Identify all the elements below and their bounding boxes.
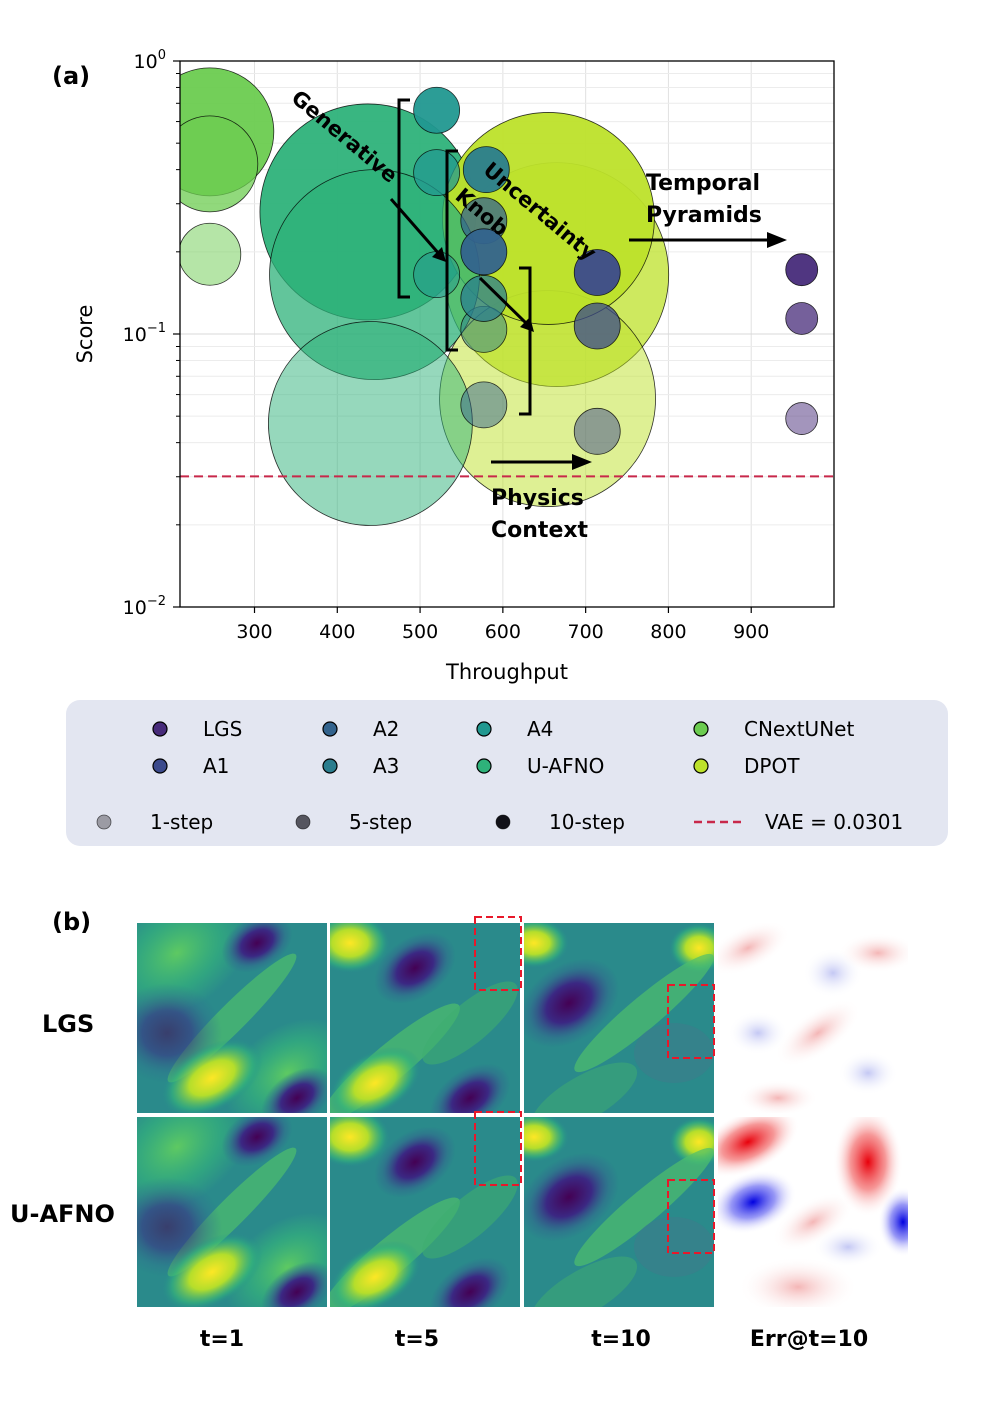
generative-bracket xyxy=(397,98,410,299)
legend-label-u-afno: U-AFNO xyxy=(527,754,604,778)
legend: LGS A2 A4 CNextUNet A1 A3 U-AFNO DPOT 1-step 5-st… xyxy=(66,700,948,846)
highlight-box-uafno-t5 xyxy=(474,1111,522,1186)
bubble-a2-1-step xyxy=(460,381,508,429)
legend-marker-a3 xyxy=(322,758,338,774)
column-label-t10: t=10 xyxy=(591,1327,651,1352)
legend-marker-a2 xyxy=(322,721,338,737)
legend-label-a3: A3 xyxy=(373,754,399,778)
y-tick-label: 10−2 xyxy=(123,594,166,619)
knob-bracket xyxy=(445,149,458,352)
x-tick-label: 300 xyxy=(236,621,272,643)
panel-a-label: (a) xyxy=(52,62,90,90)
legend-box xyxy=(66,700,948,846)
bubble-cnextunet-5-step xyxy=(180,115,259,213)
bubble-cnextunet-1-step xyxy=(180,222,242,286)
bubble-a3-10-step xyxy=(462,146,510,194)
x-tick-label: 800 xyxy=(650,621,686,643)
axes: 300 400 500 600 700 800 900 10−2 10−1 100 xyxy=(123,48,770,643)
legend-label-a2: A2 xyxy=(373,717,399,741)
legend-marker-1-step xyxy=(96,814,112,830)
legend-label-10-step: 10-step xyxy=(549,810,625,834)
legend-marker-lgs xyxy=(152,721,168,737)
legend-marker-5-step xyxy=(295,814,311,830)
field-row-lgs xyxy=(137,923,908,1113)
knob-arrow xyxy=(478,276,530,327)
bubbles xyxy=(180,67,819,526)
bubble-a1-5-step xyxy=(573,302,621,350)
x-tick-label: 900 xyxy=(733,621,769,643)
legend-marker-u-afno xyxy=(476,758,492,774)
highlight-box-lgs-t5 xyxy=(474,916,522,991)
bubble-u-afno-1-step xyxy=(268,321,473,526)
bubble-a1-1-step xyxy=(573,407,621,455)
legend-label-1-step: 1-step xyxy=(150,810,213,834)
y-axis-label: Score xyxy=(73,305,97,364)
uafno-t10-field xyxy=(524,1117,714,1307)
legend-marker-a1 xyxy=(152,758,168,774)
lgs-t5-field xyxy=(330,923,520,1113)
legend-marker-dpot xyxy=(693,758,709,774)
annotation-pyramids: Pyramids xyxy=(646,203,762,228)
bubble-lgs-1-step xyxy=(785,402,819,435)
panel-b: LGS U-AFNO t=1 t=5 t=10 Err@t=10 xyxy=(10,916,908,1352)
legend-label-vae: VAE = 0.0301 xyxy=(765,810,903,834)
generative-arrowhead xyxy=(432,247,446,262)
legend-label-a4: A4 xyxy=(527,717,553,741)
legend-marker-cnextunet xyxy=(693,721,709,737)
bubble-a3-5-step xyxy=(460,275,508,322)
lgs-error-field xyxy=(718,923,908,1113)
column-label-error: Err@t=10 xyxy=(750,1327,868,1352)
generative-arrow xyxy=(389,198,442,256)
x-axis-label: Throughput xyxy=(445,660,568,684)
bubble-a4-10-step xyxy=(413,86,461,134)
legend-label-dpot: DPOT xyxy=(744,754,800,778)
bubble-a2-10-step xyxy=(460,228,508,276)
legend-marker-10-step xyxy=(495,814,511,830)
plot-area: Generative Knob Uncertainty Temporal Pyr… xyxy=(73,48,835,684)
row-label-lgs: LGS xyxy=(42,1010,94,1038)
lgs-t1-field xyxy=(137,923,327,1113)
annotation-physics: Physics xyxy=(491,486,584,511)
legend-label-a1: A1 xyxy=(203,754,229,778)
annotation-temporal: Temporal xyxy=(646,171,760,196)
legend-marker-a4 xyxy=(476,721,492,737)
x-tick-label: 500 xyxy=(402,621,438,643)
column-label-t1: t=1 xyxy=(200,1327,244,1352)
uncertainty-bracket xyxy=(519,266,532,416)
annotation-context: Context xyxy=(491,518,589,543)
x-tick-label: 700 xyxy=(568,621,604,643)
legend-label-5-step: 5-step xyxy=(349,810,412,834)
x-tick-label: 400 xyxy=(319,621,355,643)
panel-b-label: (b) xyxy=(52,908,91,936)
highlight-boxes xyxy=(474,916,715,1254)
highlight-box-uafno-t10 xyxy=(667,1179,715,1254)
physics-arrowhead xyxy=(572,454,592,470)
uafno-t5-field xyxy=(330,1117,520,1307)
highlight-box-lgs-t10 xyxy=(667,984,715,1059)
uafno-error-field xyxy=(718,1117,908,1307)
knob-arrowhead xyxy=(520,317,534,332)
x-tick-label: 600 xyxy=(485,621,521,643)
row-label-u-afno: U-AFNO xyxy=(10,1200,115,1228)
bubble-lgs-10-step xyxy=(785,253,819,287)
y-tick-label: 10−1 xyxy=(123,321,166,346)
bubble-lgs-5-step xyxy=(785,302,819,335)
legend-label-cnextunet: CNextUNet xyxy=(744,717,854,741)
bubble-a1-10-step xyxy=(573,249,621,296)
bubble-a4-5-step xyxy=(413,149,461,197)
column-label-t5: t=5 xyxy=(395,1327,439,1352)
annotations xyxy=(389,98,787,470)
legend-label-lgs: LGS xyxy=(203,717,242,741)
lgs-t10-field xyxy=(524,923,714,1113)
legend-items: LGS A2 A4 CNextUNet A1 A3 U-AFNO DPOT 1-step 5-st… xyxy=(96,717,903,834)
y-tick-label: 100 xyxy=(134,48,166,73)
temporal-arrowhead xyxy=(767,232,787,248)
